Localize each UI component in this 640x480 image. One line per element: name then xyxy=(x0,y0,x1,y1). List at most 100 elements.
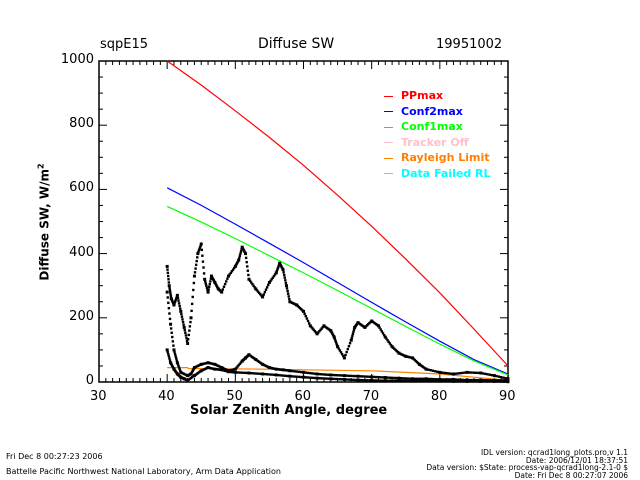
data-point xyxy=(302,375,305,379)
data-point-interp xyxy=(270,373,273,376)
data-point-interp xyxy=(388,342,392,345)
series-points-diffuse-sw-morning xyxy=(165,242,510,381)
data-point-interp xyxy=(445,378,448,381)
data-point-interp xyxy=(389,343,393,347)
data-point-interp xyxy=(188,325,192,328)
data-point-interp xyxy=(352,374,355,378)
data-point-interp xyxy=(179,369,182,372)
data-point xyxy=(492,374,496,378)
data-point-interp xyxy=(256,372,260,375)
x-tick-label: 80 xyxy=(430,389,448,404)
data-point-interp xyxy=(354,378,357,382)
data-point-interp xyxy=(488,373,492,376)
data-point-interp xyxy=(470,378,473,382)
data-point-interp xyxy=(183,328,186,332)
data-point-interp xyxy=(263,372,267,376)
data-point-interp xyxy=(502,380,505,383)
data-point-interp xyxy=(300,370,303,374)
data-point-interp xyxy=(178,304,181,308)
data-point-interp xyxy=(168,317,172,321)
data-point-interp xyxy=(385,337,388,340)
data-point-interp xyxy=(490,380,494,383)
data-point-interp xyxy=(431,369,435,372)
data-point-interp xyxy=(363,375,367,378)
data-point-interp xyxy=(231,268,235,271)
data-point xyxy=(506,380,510,384)
data-point-interp xyxy=(177,364,180,368)
data-point xyxy=(383,335,387,339)
data-point xyxy=(175,293,179,297)
data-point-interp xyxy=(244,256,248,260)
data-point-interp xyxy=(459,380,462,383)
data-point-interp xyxy=(340,352,344,356)
data-point xyxy=(332,335,336,339)
data-point-interp xyxy=(379,328,382,331)
data-point-interp xyxy=(208,282,211,286)
data-point-interp xyxy=(345,374,348,377)
data-point-interp xyxy=(481,378,485,382)
x-tick-label: 30 xyxy=(90,389,107,404)
data-point-interp xyxy=(429,377,432,381)
data-point-interp xyxy=(382,333,386,337)
data-point-interp xyxy=(171,340,175,343)
data-point-interp xyxy=(264,288,268,291)
data-point-interp xyxy=(393,379,396,382)
data-point-interp xyxy=(254,372,257,375)
data-point-interp xyxy=(402,379,405,383)
data-point-interp xyxy=(309,376,312,379)
data-point-interp xyxy=(167,355,171,358)
data-point-interp xyxy=(495,374,498,378)
data-point-interp xyxy=(347,344,351,348)
data-point-interp xyxy=(348,342,352,345)
data-point-interp xyxy=(194,263,198,267)
data-point-interp xyxy=(336,374,339,377)
data-point xyxy=(356,378,360,382)
data-point-interp xyxy=(456,378,460,381)
data-point-interp xyxy=(381,332,385,335)
footer-version-info: IDL version: qcrad1long_plots.pro,v 1.1 … xyxy=(426,449,628,479)
data-point xyxy=(165,290,169,294)
data-point-interp xyxy=(265,373,269,376)
data-point-interp xyxy=(386,376,389,379)
series-line-rayleigh-limit xyxy=(167,367,509,381)
legend-item: Data Failed RL xyxy=(384,167,491,180)
data-point-interp xyxy=(169,293,172,296)
data-point-interp xyxy=(276,268,279,271)
data-point xyxy=(342,356,346,360)
data-point-interp xyxy=(351,334,354,338)
data-point-interp xyxy=(281,374,285,377)
data-point xyxy=(247,277,251,281)
data-point-interp xyxy=(189,320,192,324)
data-point-interp xyxy=(409,379,412,383)
data-point-interp xyxy=(359,378,362,382)
data-point-interp xyxy=(286,289,289,293)
data-point-interp xyxy=(378,326,381,329)
data-point-interp xyxy=(325,377,328,380)
y-tick-label: 1000 xyxy=(60,52,94,67)
data-point-interp xyxy=(228,273,231,276)
data-point-interp xyxy=(192,288,195,292)
data-point-interp xyxy=(418,379,421,383)
data-point-interp xyxy=(327,373,330,376)
data-point-interp xyxy=(197,249,201,252)
data-point-interp xyxy=(351,332,355,336)
data-point-interp xyxy=(288,297,291,301)
data-point-interp xyxy=(436,378,439,381)
data-point-interp xyxy=(415,377,419,380)
data-point-interp xyxy=(175,357,178,360)
legend-item: Tracker Off xyxy=(384,136,469,149)
data-point-interp xyxy=(255,289,259,292)
data-point-interp xyxy=(309,371,312,375)
data-point-interp xyxy=(173,352,177,356)
data-point-interp xyxy=(372,375,376,379)
data-point xyxy=(237,258,241,262)
data-point xyxy=(356,374,360,378)
data-point xyxy=(479,371,483,375)
data-point-interp xyxy=(194,267,197,270)
data-point-interp xyxy=(440,371,444,374)
data-point-interp xyxy=(459,371,462,375)
data-point-interp xyxy=(454,380,457,383)
footer-timestamp: Fri Dec 8 00:27:23 2006 xyxy=(6,452,103,461)
data-point-interp xyxy=(169,295,173,298)
data-point-interp xyxy=(167,278,170,281)
